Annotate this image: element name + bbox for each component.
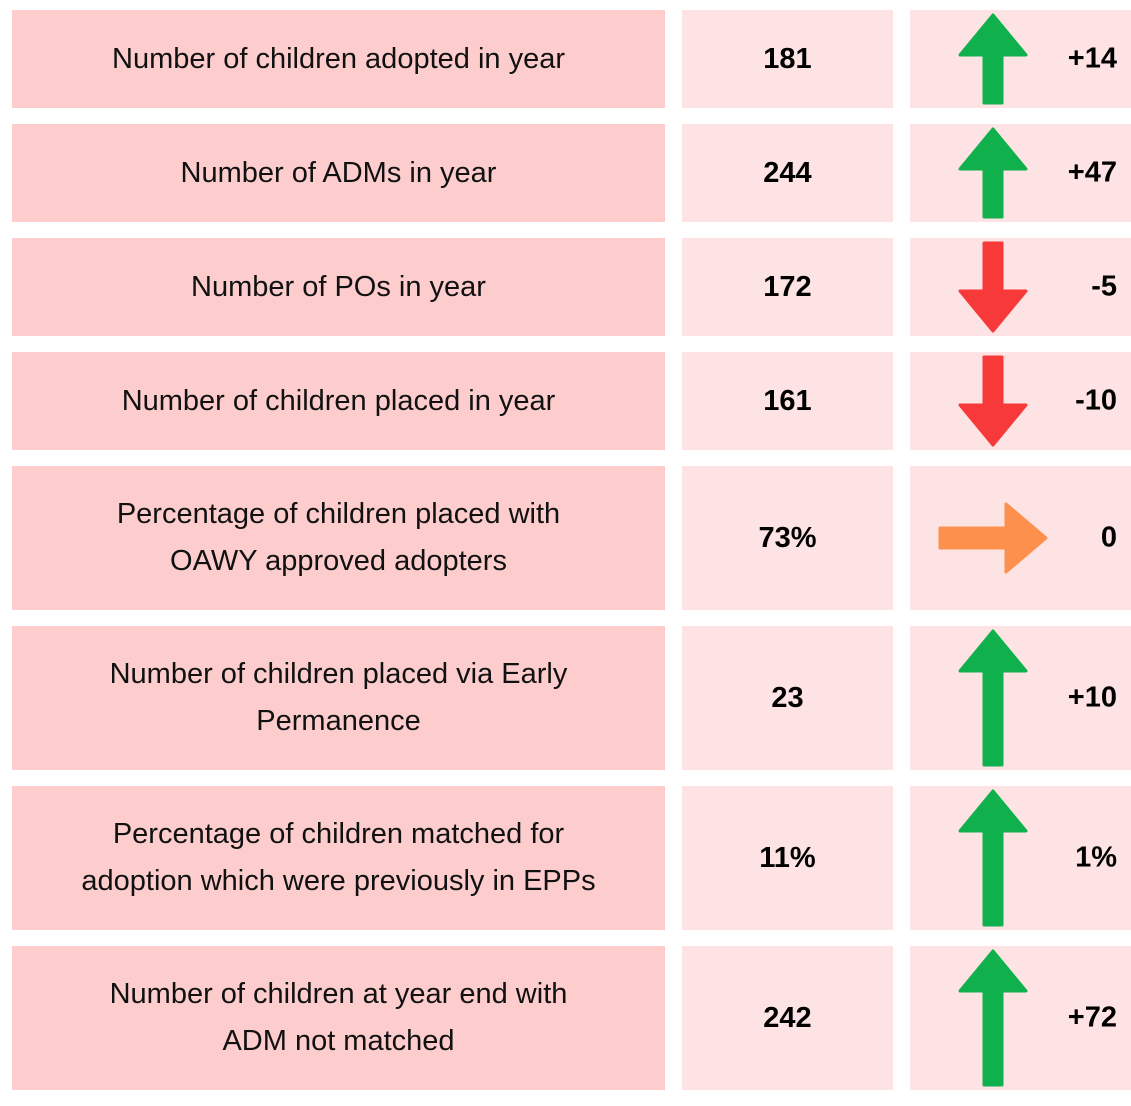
table-row: Percentage of children placed with OAWY a… — [0, 466, 1131, 610]
metric-value: 244 — [682, 124, 893, 222]
change-value: +47 — [1067, 156, 1117, 189]
metric-value: 161 — [682, 352, 893, 450]
label-line: Number of children placed via Early — [109, 658, 568, 690]
change-cell: +14 — [910, 10, 1131, 108]
arrow-shape — [958, 355, 1028, 447]
table-row: Percentage of children matched for adopti… — [0, 786, 1131, 930]
arrow-shape — [958, 241, 1028, 333]
label-line: Number of children adopted in year — [112, 42, 565, 75]
change-value: 1% — [1075, 841, 1117, 874]
metric-label: Percentage of children placed with OAWY a… — [12, 466, 665, 610]
label-line: adoption which were previously in EPPs — [81, 865, 596, 897]
table-row: Number of ADMs in year 244 +47 — [0, 124, 1131, 222]
table-row: Number of children placed in year 161 -10 — [0, 352, 1131, 450]
label-line: Number of children at year end with — [109, 978, 568, 1010]
label-line: Percentage of children matched for — [112, 818, 565, 850]
metric-value: 73% — [682, 466, 893, 610]
metric-label: Number of children adopted in year — [12, 10, 665, 108]
trend-arrow — [958, 949, 1028, 1087]
metric-value: 23 — [682, 626, 893, 770]
arrow-shape — [958, 949, 1028, 1087]
label-line: Number of children placed in year — [121, 384, 556, 417]
table-row: Number of children at year end with ADM n… — [0, 946, 1131, 1090]
trend-arrow — [958, 789, 1028, 927]
table-row: Number of children placed via Early Perma… — [0, 626, 1131, 770]
change-value: +72 — [1067, 1001, 1117, 1034]
metric-label: Number of children at year end with ADM n… — [12, 946, 665, 1090]
change-value: -10 — [1075, 384, 1117, 417]
metric-value: 242 — [682, 946, 893, 1090]
label-line: Percentage of children placed with — [116, 498, 561, 530]
metric-value: 172 — [682, 238, 893, 336]
change-cell: +10 — [910, 626, 1131, 770]
change-value: 0 — [1100, 521, 1117, 554]
metric-value: 11% — [682, 786, 893, 930]
arrow-shape — [958, 127, 1028, 219]
label-line: Number of ADMs in year — [180, 156, 497, 189]
arrow-shape — [938, 502, 1048, 574]
change-cell: -5 — [910, 238, 1131, 336]
label-line: ADM not matched — [222, 1025, 455, 1057]
metric-label: Number of children placed in year — [12, 352, 665, 450]
label-line: Permanence — [256, 705, 421, 737]
metric-value: 181 — [682, 10, 893, 108]
change-cell: -10 — [910, 352, 1131, 450]
trend-arrow — [958, 629, 1028, 767]
label-line: OAWY approved adopters — [170, 545, 507, 577]
metric-label: Number of ADMs in year — [12, 124, 665, 222]
trend-arrow — [958, 13, 1028, 105]
metric-label: Number of children placed via Early Perma… — [12, 626, 665, 770]
metric-label: Number of POs in year — [12, 238, 665, 336]
change-value: +10 — [1067, 681, 1117, 714]
change-value: -5 — [1091, 270, 1117, 303]
trend-arrow — [938, 502, 1048, 574]
arrow-shape — [958, 629, 1028, 767]
arrow-shape — [958, 13, 1028, 105]
change-value: +14 — [1067, 42, 1117, 75]
change-cell: 0 — [910, 466, 1131, 610]
change-cell: +72 — [910, 946, 1131, 1090]
trend-arrow — [958, 355, 1028, 447]
metric-label: Percentage of children matched for adopti… — [12, 786, 665, 930]
table-row: Number of children adopted in year 181 +14 — [0, 10, 1131, 108]
trend-arrow — [958, 127, 1028, 219]
label-line: Number of POs in year — [191, 270, 486, 303]
table-row: Number of POs in year 172 -5 — [0, 238, 1131, 336]
arrow-shape — [958, 789, 1028, 927]
trend-arrow — [958, 241, 1028, 333]
kpi-table: Number of children adopted in year 181 +14… — [0, 10, 1131, 1106]
change-cell: 1% — [910, 786, 1131, 930]
change-cell: +47 — [910, 124, 1131, 222]
